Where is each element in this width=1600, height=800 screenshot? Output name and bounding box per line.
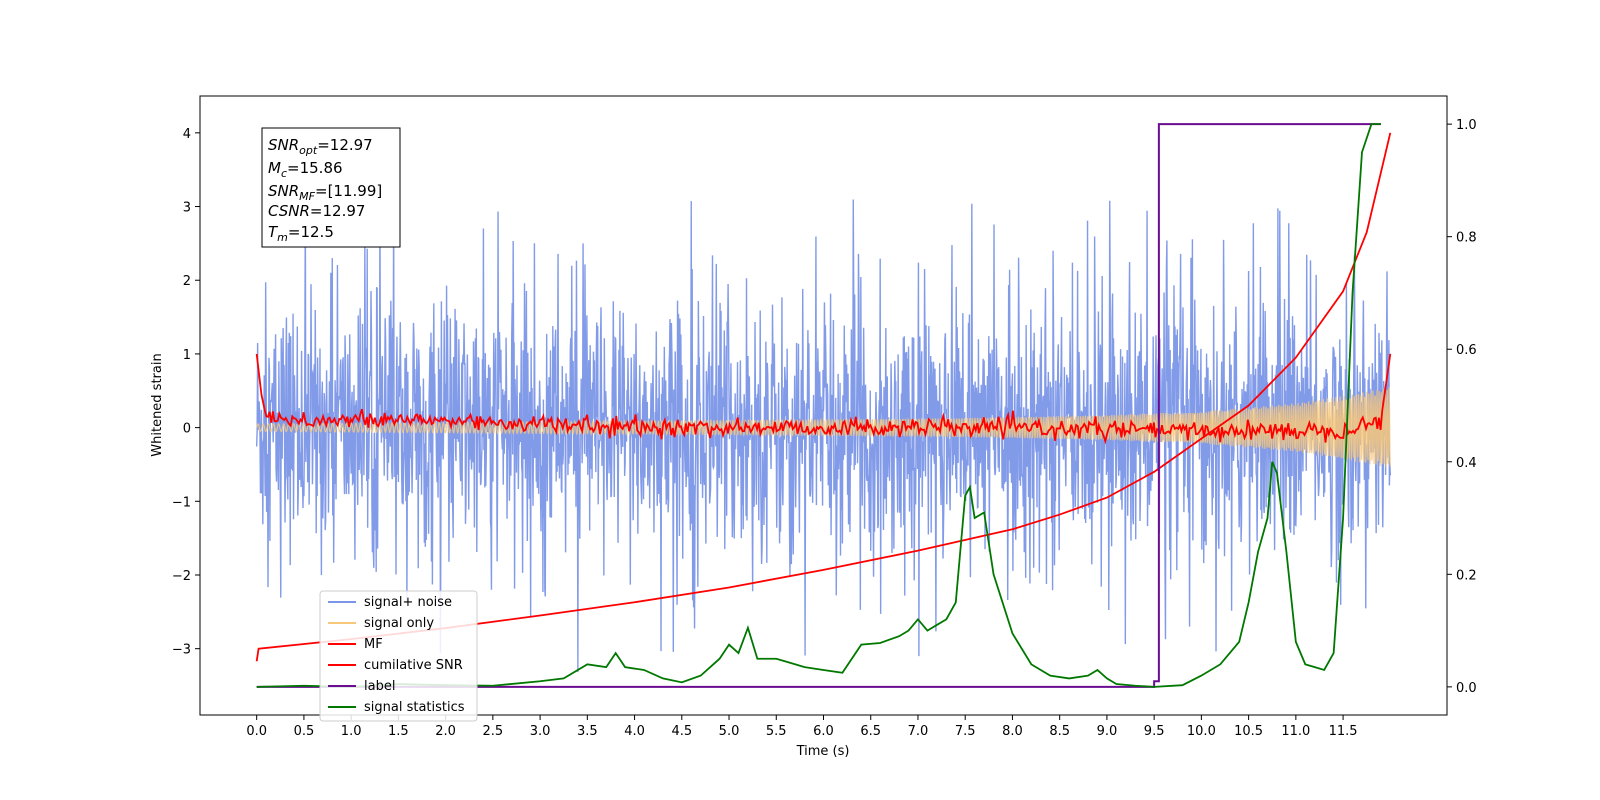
y-left-tick-label: 4: [183, 127, 191, 142]
x-tick-label: 3.0: [530, 724, 551, 739]
x-tick-label: 11.0: [1281, 724, 1310, 739]
x-tick-label: 4.5: [671, 724, 692, 739]
legend-label-signal-only: signal only: [364, 616, 434, 631]
annotation-mc: Mc=15.86: [268, 159, 343, 180]
x-tick-label: 0.0: [246, 724, 267, 739]
annotation-csnr: CSNR=12.97: [268, 202, 365, 220]
x-tick-label: 0.5: [294, 724, 315, 739]
y-right-tick-label: 0.4: [1456, 456, 1477, 471]
x-tick-label: 10.0: [1187, 724, 1216, 739]
y-right-tick-label: 0.8: [1456, 231, 1477, 246]
legend-label-signal-noise: signal+ noise: [364, 595, 452, 610]
x-tick-label: 5.0: [719, 724, 740, 739]
series-label: [256, 123, 1381, 688]
x-tick-label: 6.0: [813, 724, 834, 739]
y-axis-left-ticks: −3 −2 −1 0 1 2 3 4: [172, 127, 200, 658]
x-tick-label: 8.5: [1049, 724, 1070, 739]
annotation-box: SNRopt=12.97 Mc=15.86 SNRMF=[11.99] CSNR…: [261, 127, 401, 248]
x-tick-label: 9.0: [1097, 724, 1118, 739]
y-left-tick-label: −2: [172, 569, 191, 584]
y-left-tick-label: −1: [172, 495, 191, 510]
legend-label-label: label: [364, 679, 395, 694]
x-axis-ticks: 0.0 0.5 1.0 1.5 2.0 2.5 3.0 3.5 4.0 4.5 5.0 5.5 6.0 6…: [246, 715, 1358, 739]
x-axis-label: Time (s): [796, 744, 850, 759]
y-left-tick-label: 1: [183, 348, 191, 363]
y-right-tick-label: 0.2: [1456, 568, 1477, 583]
y-right-tick-label: 1.0: [1456, 118, 1477, 133]
y-axis-label: Whitened strain: [150, 353, 165, 456]
series-mf: [255, 353, 1392, 445]
x-tick-label: 1.5: [388, 724, 409, 739]
x-tick-label: 7.5: [955, 724, 976, 739]
x-tick-label: 2.5: [483, 724, 504, 739]
x-tick-label: 10.5: [1234, 724, 1263, 739]
x-tick-label: 3.5: [577, 724, 598, 739]
y-left-tick-label: 0: [183, 422, 191, 437]
y-left-tick-label: −3: [172, 643, 191, 658]
legend-label-cumulative-snr: cumilative SNR: [364, 658, 463, 673]
x-tick-label: 8.0: [1002, 724, 1023, 739]
x-tick-label: 9.5: [1144, 724, 1165, 739]
x-tick-label: 6.5: [860, 724, 881, 739]
annotation-snr-mf: SNRMF=[11.99]: [268, 182, 382, 203]
legend: signal+ noise signal only MF cumilative …: [319, 590, 478, 722]
x-tick-label: 11.5: [1329, 724, 1358, 739]
x-tick-label: 1.0: [341, 724, 362, 739]
y-left-tick-label: 2: [183, 274, 191, 289]
annotation-snr-opt: SNRopt=12.97: [268, 136, 373, 157]
annotation-tm: Tm=12.5: [268, 223, 334, 244]
series-signal-statistics: [256, 123, 1381, 688]
y-right-tick-label: 0.0: [1456, 681, 1477, 696]
legend-frame: [319, 590, 478, 722]
legend-label-signal-statistics: signal statistics: [364, 700, 465, 715]
annotation-frame: [261, 127, 401, 248]
x-tick-label: 7.0: [908, 724, 929, 739]
x-tick-label: 2.0: [435, 724, 456, 739]
y-axis-right-ticks: 0.0 0.2 0.4 0.6 0.8 1.0: [1447, 118, 1477, 696]
legend-label-mf: MF: [364, 637, 383, 652]
x-tick-label: 5.5: [766, 724, 787, 739]
x-tick-label: 4.0: [624, 724, 645, 739]
y-left-tick-label: 3: [183, 201, 191, 216]
y-right-tick-label: 0.6: [1456, 343, 1477, 358]
